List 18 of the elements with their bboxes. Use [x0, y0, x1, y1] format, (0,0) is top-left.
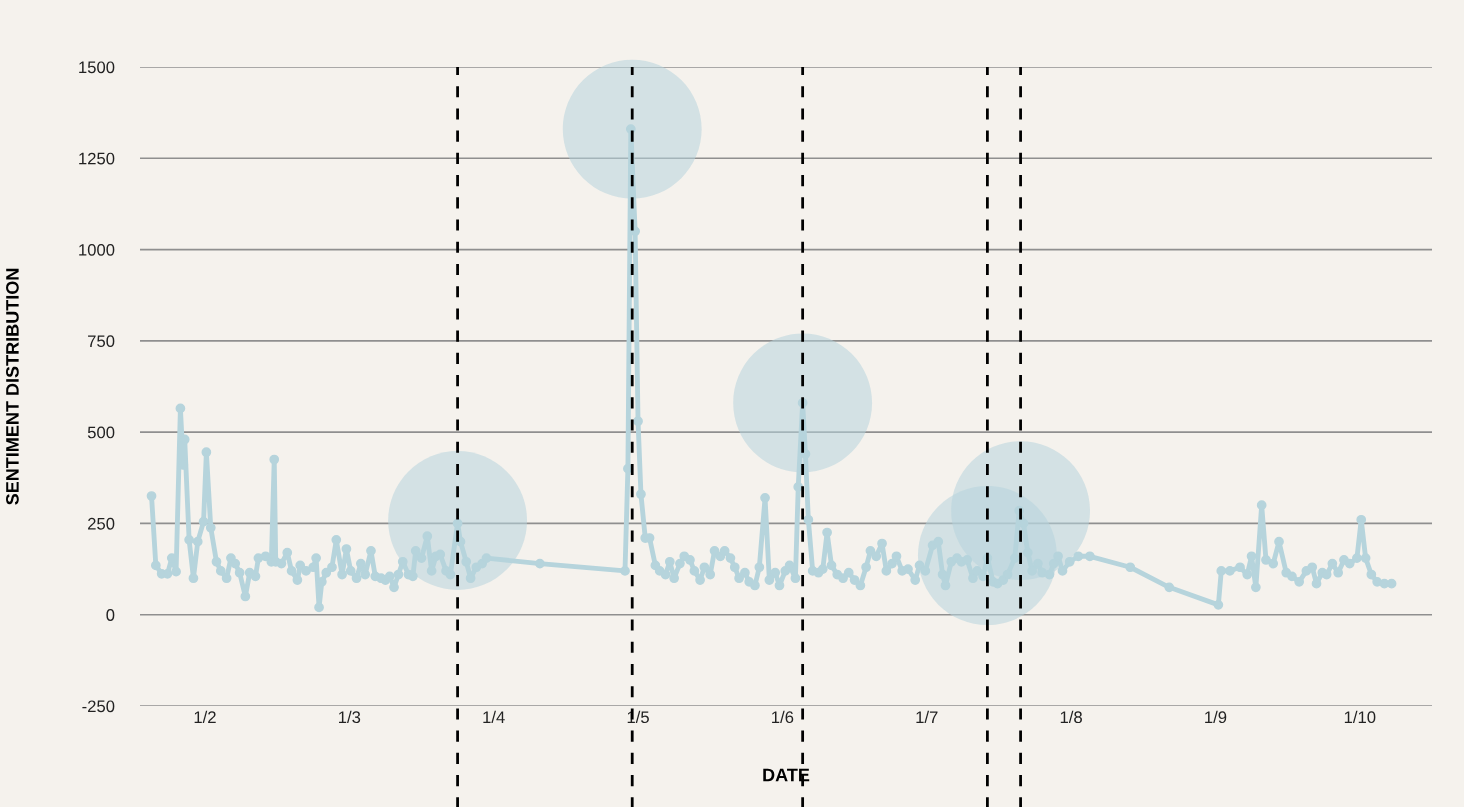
y-tick-label: 0: [106, 609, 115, 621]
y-tick-label: 500: [87, 426, 115, 439]
x-tick-label: 1/2: [194, 710, 216, 724]
y-tick-label: 250: [88, 517, 115, 530]
y-tick-label: -250: [82, 700, 115, 713]
y-tick-label: 1500: [79, 61, 115, 74]
y-tick-label: 750: [88, 335, 115, 348]
y-tick-label: 1000: [79, 243, 115, 256]
x-tick-label: 1/7: [916, 710, 938, 724]
y-tick-label: 1250: [79, 152, 115, 165]
x-tick-label: 1/4: [483, 710, 505, 724]
x-tick-label: 1/8: [1060, 710, 1082, 724]
x-tick-label: 1/3: [339, 710, 361, 724]
x-tick-label: 1/9: [1205, 710, 1227, 724]
x-tick-label: 1/6: [772, 710, 794, 724]
x-tick-label: 1/10: [1344, 710, 1376, 724]
x-axis-title: DATE: [763, 768, 810, 782]
y-axis-title: SENTIMENT DISTRIBUTION: [6, 268, 19, 505]
